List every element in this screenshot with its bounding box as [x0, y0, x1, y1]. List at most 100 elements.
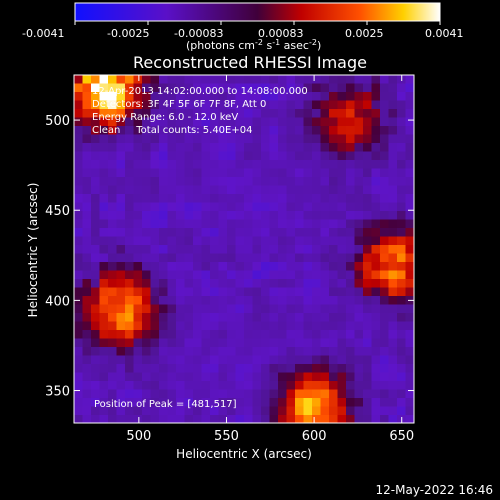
- heatmap-cell: [286, 321, 296, 331]
- heatmap-cell: [371, 211, 381, 221]
- heatmap-cell: [295, 100, 305, 110]
- heatmap-cell: [320, 279, 330, 289]
- heatmap-cell: [397, 347, 407, 357]
- heatmap-cell: [176, 245, 186, 255]
- heatmap-cell: [193, 270, 203, 280]
- heatmap-cell: [159, 381, 169, 391]
- heatmap-cell: [167, 372, 177, 382]
- heatmap-cell: [371, 143, 381, 153]
- heatmap-cell: [312, 143, 322, 153]
- heatmap-cell: [388, 228, 398, 238]
- heatmap-cell: [218, 330, 228, 340]
- heatmap-cell: [142, 92, 152, 102]
- heatmap-cell: [346, 151, 356, 161]
- heatmap-cell: [397, 338, 407, 348]
- heatmap-cell: [116, 109, 126, 119]
- heatmap-cell: [227, 160, 237, 170]
- heatmap-cell: [363, 304, 373, 314]
- heatmap-cell: [397, 160, 407, 170]
- heatmap-cell: [320, 415, 330, 423]
- heatmap-cell: [278, 381, 288, 391]
- heatmap-cell: [295, 194, 305, 204]
- heatmap-cell: [329, 389, 339, 399]
- heatmap-cell: [252, 296, 262, 306]
- heatmap-cell: [74, 406, 84, 416]
- heatmap-cell: [218, 151, 228, 161]
- heatmap-cell: [329, 304, 339, 314]
- heatmap-cell: [159, 151, 169, 161]
- heatmap-cell: [244, 406, 254, 416]
- heatmap-cell: [278, 287, 288, 297]
- heatmap-cell: [142, 83, 152, 93]
- heatmap-cell: [116, 134, 126, 144]
- heatmap-cell: [329, 185, 339, 195]
- heatmap-cell: [99, 406, 109, 416]
- heatmap-cell: [388, 415, 398, 423]
- heatmap-cell: [167, 313, 177, 323]
- annotation-clean: Clean Total counts: 5.40E+04: [92, 125, 252, 136]
- heatmap-cell: [337, 219, 347, 229]
- heatmap-cell: [116, 92, 126, 102]
- heatmap-cell: [278, 75, 288, 85]
- heatmap-cell: [286, 228, 296, 238]
- heatmap-cell: [329, 355, 339, 365]
- heatmap-cell: [159, 372, 169, 382]
- heatmap-cell: [252, 347, 262, 357]
- heatmap-cell: [150, 143, 160, 153]
- heatmap-cell: [133, 338, 143, 348]
- heatmap-cell: [235, 151, 245, 161]
- heatmap-cell: [286, 253, 296, 263]
- heatmap-cell: [125, 364, 135, 374]
- heatmap-cell: [363, 415, 373, 423]
- heatmap-cell: [74, 202, 84, 212]
- heatmap-cell: [286, 160, 296, 170]
- heatmap-cell: [320, 321, 330, 331]
- heatmap-cell: [380, 287, 390, 297]
- heatmap-cell: [159, 168, 169, 178]
- heatmap-cell: [329, 126, 339, 136]
- heatmap-cell: [159, 330, 169, 340]
- heatmap-cell: [218, 177, 228, 187]
- heatmap-cell: [278, 92, 288, 102]
- heatmap-cell: [371, 364, 381, 374]
- heatmap-cell: [116, 381, 126, 391]
- heatmap-cell: [295, 330, 305, 340]
- heatmap-cell: [125, 134, 135, 144]
- heatmap-cell: [244, 270, 254, 280]
- heatmap-cell: [108, 381, 118, 391]
- heatmap-cell: [150, 287, 160, 297]
- heatmap-cell: [405, 168, 414, 178]
- heatmap-cell: [159, 211, 169, 221]
- heatmap-cell: [142, 194, 152, 204]
- heatmap-cell: [74, 109, 84, 119]
- heatmap-cell: [108, 296, 118, 306]
- heatmap-cell: [286, 177, 296, 187]
- heatmap-cell: [176, 194, 186, 204]
- heatmap-cell: [346, 134, 356, 144]
- heatmap-cell: [405, 355, 414, 365]
- heatmap-cell: [218, 253, 228, 263]
- heatmap-cell: [244, 279, 254, 289]
- heatmap-cell: [295, 185, 305, 195]
- heatmap-cell: [210, 168, 220, 178]
- heatmap-cell: [320, 253, 330, 263]
- heatmap-cell: [176, 406, 186, 416]
- heatmap-cell: [99, 347, 109, 357]
- heatmap-cell: [252, 168, 262, 178]
- heatmap-cell: [108, 92, 118, 102]
- heatmap-cell: [244, 75, 254, 85]
- heatmap-cell: [125, 253, 135, 263]
- heatmap-cell: [210, 92, 220, 102]
- heatmap-cell: [142, 219, 152, 229]
- heatmap-cell: [108, 313, 118, 323]
- heatmap-cell: [218, 364, 228, 374]
- heatmap-cell: [252, 398, 262, 408]
- heatmap-cell: [210, 160, 220, 170]
- heatmap-cell: [397, 330, 407, 340]
- heatmap-cell: [201, 355, 211, 365]
- heatmap-cell: [201, 262, 211, 272]
- heatmap-cell: [371, 92, 381, 102]
- heatmap-cell: [261, 406, 271, 416]
- heatmap-cell: [235, 177, 245, 187]
